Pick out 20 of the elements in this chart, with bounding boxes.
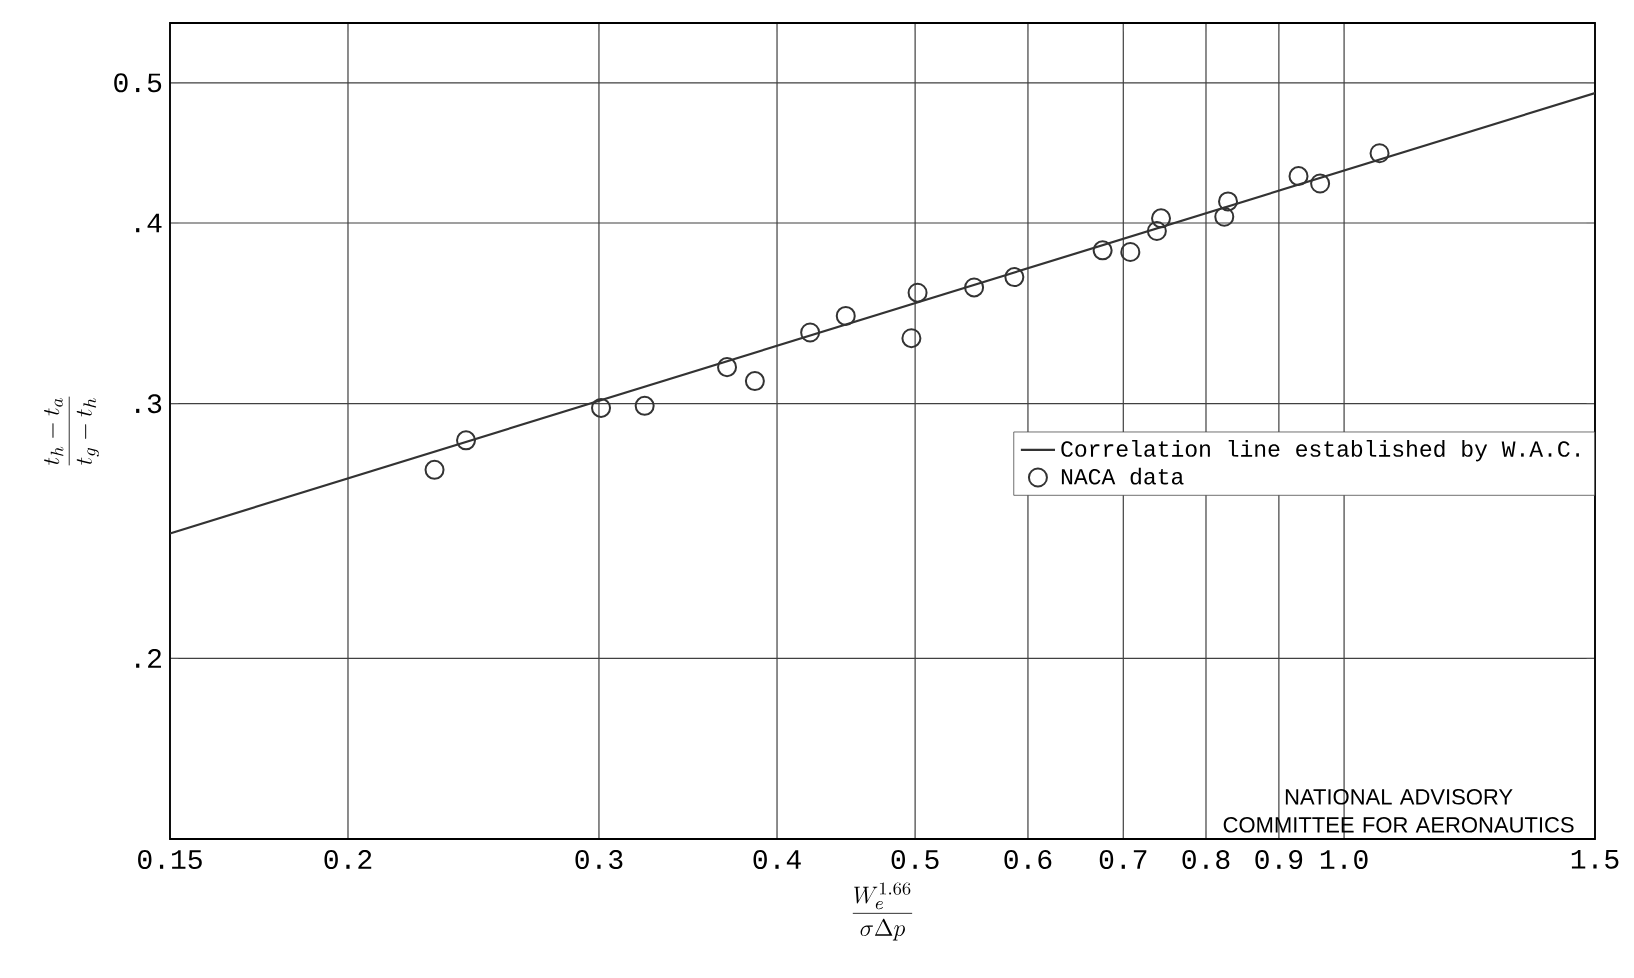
x-tick-label: 0.7 — [1099, 850, 1147, 870]
x-tick-label: 0.3 — [575, 850, 623, 870]
x-axis-title: $\frac{W_e^{1.66}}{\sigma \Delta p}$ — [852, 882, 913, 941]
x-tick-label: 0.9 — [1255, 850, 1303, 870]
legend-label: NACA data — [1061, 467, 1184, 485]
x-tick-label: 0.4 — [753, 850, 801, 870]
y-axis-title: $\frac{t_h - t_a}{t_g - t_h}$ — [43, 396, 99, 466]
x-tick-label: 0.5 — [891, 850, 939, 870]
x-tick-label: 0.2 — [324, 850, 372, 870]
x-tick-label: 1.0 — [1320, 850, 1368, 870]
x-tick-label: 0.15 — [138, 850, 202, 870]
y-tick-label: .3 — [136, 394, 162, 414]
x-tick-label: 0.8 — [1182, 850, 1230, 870]
legend-label: Correlation line established by W.A.C. — [1061, 439, 1579, 462]
annotation: NATIONAL ADVISORY COMMITTEE FOR AERONAUTICS — [1223, 789, 1574, 833]
y-tick-label: 0.5 — [114, 73, 162, 93]
x-tick-label: 0.6 — [1004, 850, 1052, 870]
y-tick-label: .4 — [136, 213, 162, 233]
x-tick-label: 1.5 — [1571, 850, 1619, 869]
y-tick-label: .2 — [136, 649, 161, 668]
